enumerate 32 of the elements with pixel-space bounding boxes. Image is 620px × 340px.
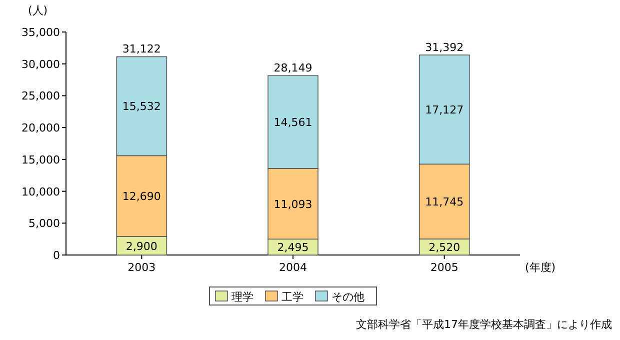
y-tick-label: 5,000 xyxy=(28,217,60,230)
total-label: 31,122 xyxy=(122,42,161,56)
legend-label: その他 xyxy=(332,290,364,304)
legend-label: 工学 xyxy=(282,290,304,304)
y-tick-label: 30,000 xyxy=(22,58,60,71)
data-label: 11,093 xyxy=(274,198,312,211)
bar xyxy=(116,56,168,156)
x-tick-label: 2005 xyxy=(430,261,458,274)
x-tick-label: 2003 xyxy=(128,261,156,274)
total-label: 28,149 xyxy=(274,62,312,75)
total-label: 31,392 xyxy=(425,40,464,54)
y-tick-label: 20,000 xyxy=(22,122,60,135)
bar xyxy=(268,75,318,169)
data-label: 12,690 xyxy=(122,190,161,204)
x-axis-title: (年度) xyxy=(525,261,556,274)
data-label: 14,561 xyxy=(274,116,312,130)
y-tick-label: 10,000 xyxy=(22,185,60,198)
y-tick-label: 25,000 xyxy=(22,90,60,103)
y-tick-label: 35,000 xyxy=(22,26,60,39)
x-tick-label: 2004 xyxy=(279,261,307,274)
text: 文部科学省「平成17年度学校基本調査」により作成 xyxy=(356,318,612,331)
legend-label: 理学 xyxy=(232,290,254,304)
data-label: 15,532 xyxy=(122,100,161,114)
y-tick-label: 0 xyxy=(53,249,60,262)
data-label: 17,127 xyxy=(425,104,464,117)
y-axis-title: (人) xyxy=(28,4,48,17)
data-label: 2,900 xyxy=(126,240,158,253)
bar xyxy=(418,54,470,165)
data-label: 2,520 xyxy=(428,240,460,254)
data-label: 2,495 xyxy=(277,241,309,254)
y-tick-label: 15,000 xyxy=(22,153,60,166)
data-label: 11,745 xyxy=(425,196,464,209)
